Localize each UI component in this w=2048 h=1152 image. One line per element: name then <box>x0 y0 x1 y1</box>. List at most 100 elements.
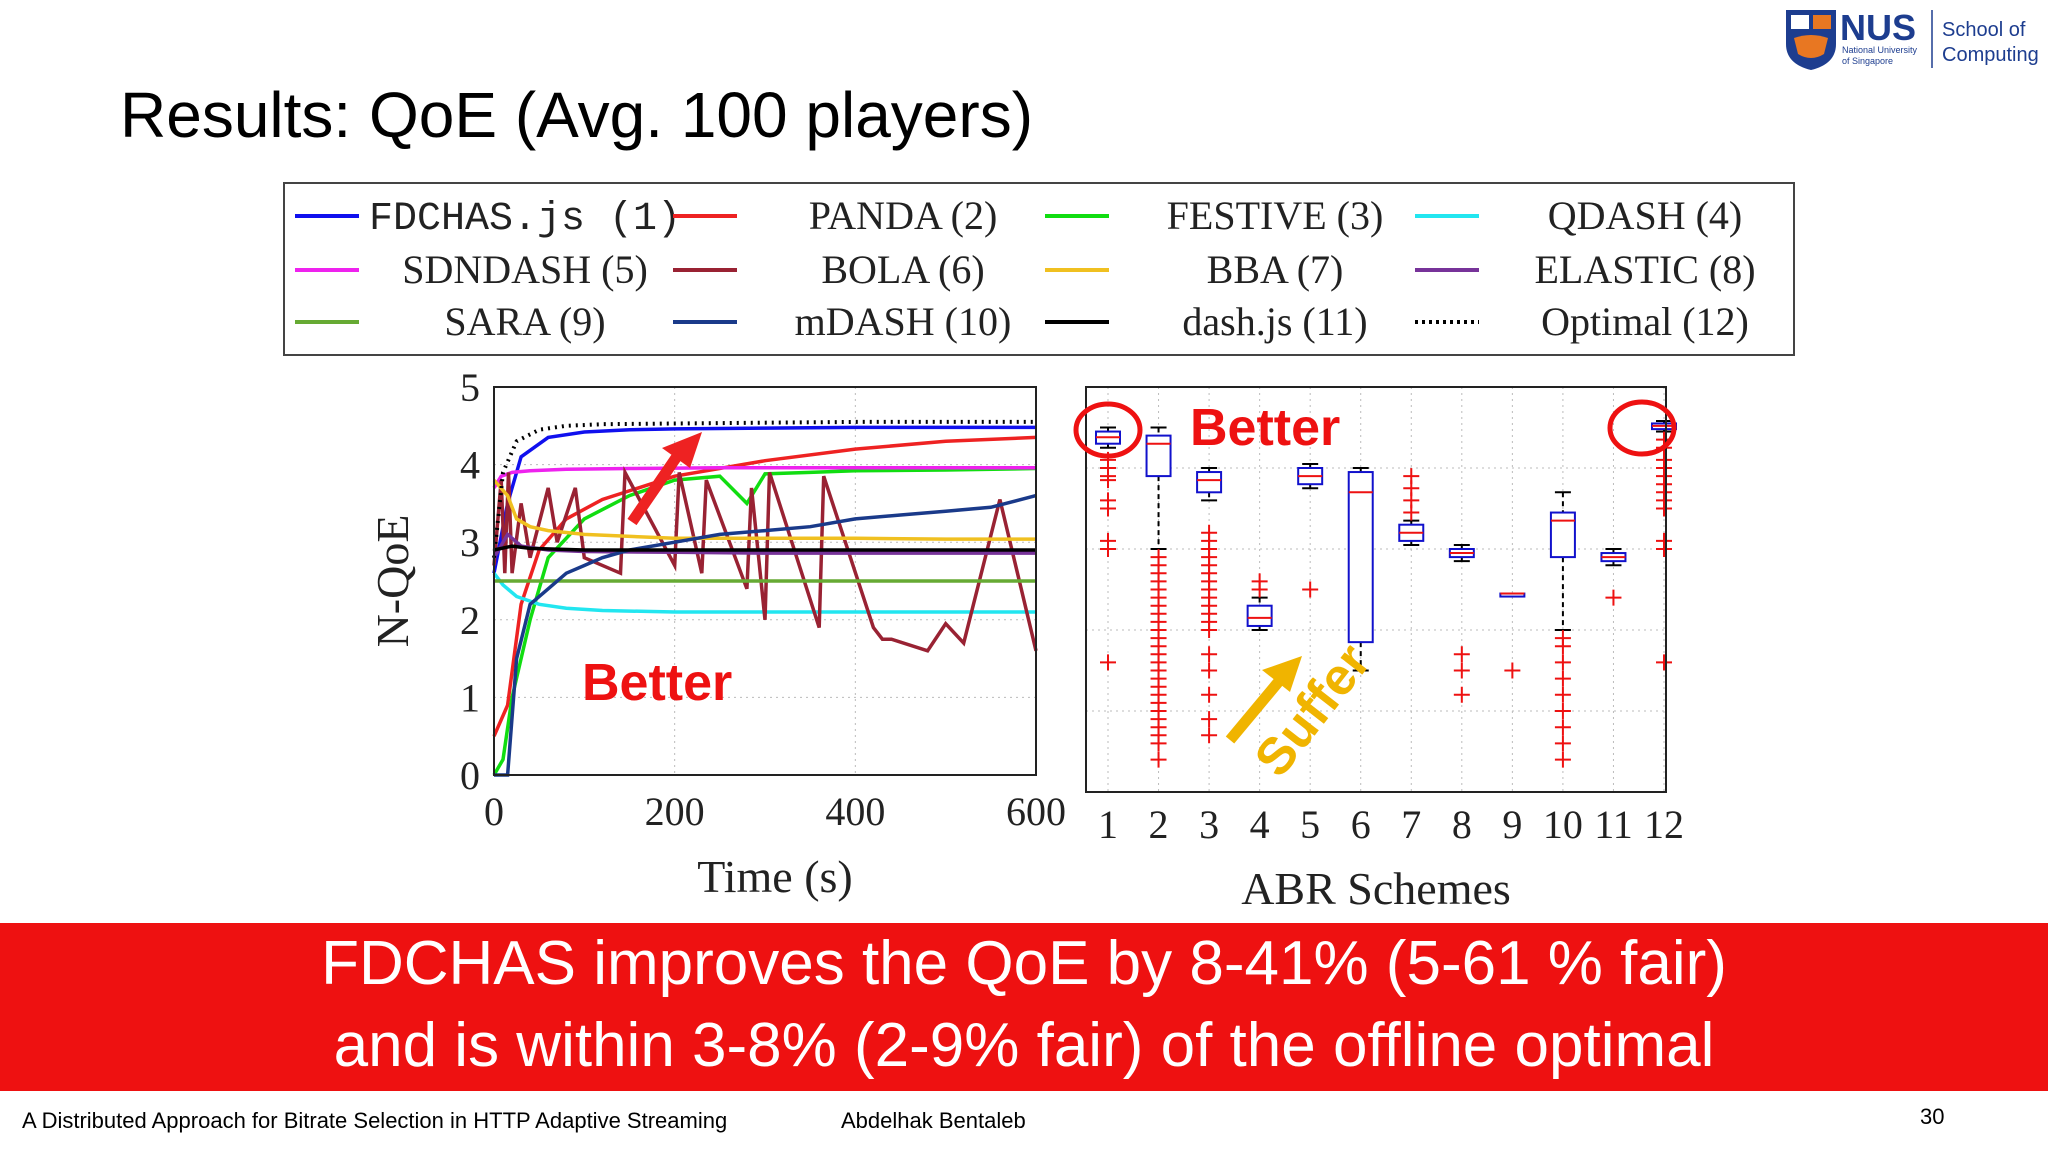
box-x-tick-label: 10 <box>1543 802 1583 847</box>
series-line-7 <box>492 478 1036 541</box>
box-x-tick-label: 11 <box>1594 802 1633 847</box>
box-scheme-10 <box>1549 491 1576 768</box>
outlier-marker <box>1201 727 1218 744</box>
x-tick-label: 600 <box>1006 789 1066 834</box>
outlier-marker <box>1554 703 1571 719</box>
outlier-marker <box>1201 686 1218 703</box>
y-tick-label: 2 <box>460 598 480 643</box>
outlier-marker <box>1554 686 1571 703</box>
outlier-marker <box>1554 719 1571 736</box>
outlier-marker <box>1554 670 1571 687</box>
box-x-tick-label: 5 <box>1300 802 1320 847</box>
outlier-marker <box>1150 735 1167 752</box>
logo-abbrev: NUS <box>1840 7 1916 48</box>
box-x-tick-label: 6 <box>1351 802 1371 847</box>
x-tick-label: 0 <box>484 789 504 834</box>
legend-label-3: FESTIVE (3) <box>1167 193 1384 238</box>
page-number: 30 <box>1920 1104 1945 1129</box>
line-chart-nqoe-vs-time: 0 1 2 3 4 5 0 200 400 600 Time (s) N-QoE <box>367 365 1066 902</box>
legend-label-10: mDASH (10) <box>795 299 1012 344</box>
box-x-tick-label: 3 <box>1199 802 1219 847</box>
y-tick-label: 3 <box>460 520 480 565</box>
outlier-marker <box>1554 654 1571 671</box>
box-scheme-4 <box>1246 573 1273 631</box>
outlier-marker <box>1100 472 1116 489</box>
series-line-8 <box>492 531 1036 559</box>
highlight-circle-scheme-12 <box>1607 399 1677 457</box>
legend-entries: FDCHAS.js (1) PANDA (2) FESTIVE (3) QDASH (… <box>295 193 1756 344</box>
box-scheme-2 <box>1145 426 1172 768</box>
outlier-marker <box>1201 646 1218 663</box>
box-scheme-3 <box>1196 467 1223 744</box>
box-iqr <box>1347 471 1374 644</box>
box-scheme-5 <box>1297 462 1324 598</box>
outlier-marker <box>1302 581 1319 598</box>
outlier-marker <box>1453 646 1470 663</box>
nus-crest-icon: NUS National University of Singapore Sch… <box>1786 7 2039 70</box>
y-axis-label: N-QoE <box>367 515 418 648</box>
logo-sub1: National University <box>1842 45 1918 55</box>
better-label-left: Better <box>582 654 732 712</box>
y-tick-label: 4 <box>460 443 480 488</box>
outlier-marker <box>1453 662 1470 679</box>
logo-school2: Computing <box>1942 44 2039 66</box>
legend-label-6: BOLA (6) <box>821 247 984 292</box>
x-axis-label: Time (s) <box>697 851 853 902</box>
outlier-marker <box>1403 504 1420 521</box>
legend-label-9: SARA (9) <box>444 299 605 344</box>
box-x-tick-label: 2 <box>1149 802 1169 847</box>
legend-label-1: FDCHAS.js (1) <box>369 197 681 242</box>
series-line-3 <box>492 466 1037 776</box>
y-tick-label: 5 <box>460 365 480 410</box>
series-line-5 <box>492 465 1036 489</box>
outlier-marker <box>1251 581 1268 598</box>
x-tick-label: 400 <box>825 789 885 834</box>
box-x-tick-label: 12 <box>1644 802 1684 847</box>
chart-legend: FDCHAS.js (1) PANDA (2) FESTIVE (3) QDASH (… <box>283 182 1795 356</box>
outlier-marker <box>1100 541 1116 557</box>
box-x-tick-label: 9 <box>1502 802 1522 847</box>
box-x-tick-label: 1 <box>1098 802 1118 847</box>
banner-line-1: FDCHAS improves the QoE by 8-41% (5-61 %… <box>321 929 1727 998</box>
outlier-marker <box>1504 662 1521 679</box>
outlier-marker <box>1201 622 1218 638</box>
box-iqr <box>1246 604 1273 627</box>
x-tick-label: 200 <box>645 789 705 834</box>
logo-school1: School of <box>1942 19 2026 41</box>
legend-label-11: dash.js (11) <box>1182 299 1367 344</box>
banner-line-2: and is within 3-8% (2-9% fair) of the of… <box>333 1011 1715 1080</box>
outlier-marker <box>1100 500 1116 517</box>
box-plot-bg <box>1086 387 1666 792</box>
outlier-marker <box>1656 500 1672 517</box>
suffer-arrow-head <box>1262 656 1302 692</box>
outlier-marker <box>1201 711 1218 728</box>
outlier-marker <box>1554 735 1571 752</box>
legend-label-4: QDASH (4) <box>1548 193 1742 238</box>
suffer-arrow-shaft <box>1225 676 1285 744</box>
outlier-marker <box>1656 541 1672 557</box>
outlier-marker <box>1605 589 1622 606</box>
box-scheme-6 <box>1347 467 1374 672</box>
box-scheme-7 <box>1398 468 1425 546</box>
better-arrow-head <box>662 432 702 468</box>
highlight-circle-scheme-1 <box>1073 401 1143 459</box>
series-line-12 <box>492 419 1036 558</box>
footer-title: A Distributed Approach for Bitrate Selec… <box>22 1108 728 1133</box>
box-x-axis-label: ABR Schemes <box>1241 863 1511 914</box>
outlier-marker <box>1201 662 1218 679</box>
legend-label-2: PANDA (2) <box>809 193 998 238</box>
outlier-marker <box>1554 751 1571 768</box>
outlier-marker <box>1554 638 1571 655</box>
box-scheme-9 <box>1499 592 1526 679</box>
legend-label-5: SDNDASH (5) <box>402 247 648 292</box>
box-scheme-1 <box>1095 426 1121 671</box>
footer-author: Abdelhak Bentaleb <box>841 1108 1026 1133</box>
conclusion-banner: FDCHAS improves the QoE by 8-41% (5-61 %… <box>0 923 2048 1091</box>
outlier-marker <box>1100 654 1116 671</box>
box-x-tick-label: 4 <box>1250 802 1270 847</box>
series-line-6 <box>492 465 1038 653</box>
box-scheme-8 <box>1448 543 1475 703</box>
outlier-marker <box>1656 654 1672 671</box>
